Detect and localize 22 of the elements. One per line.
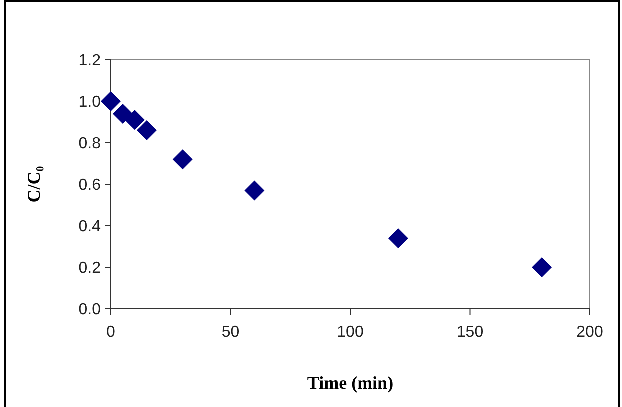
- point: [532, 258, 552, 278]
- point: [112, 104, 133, 124]
- y-tick-label: 1.0: [78, 94, 102, 112]
- point: [124, 110, 145, 130]
- y-axis-title: C/C₀: [24, 166, 44, 203]
- y-tick-label: 0.8: [78, 136, 102, 153]
- x-axis-title: Time (min): [307, 373, 394, 393]
- point: [388, 228, 408, 248]
- x-tick-label: 150: [456, 324, 484, 341]
- y-tick-label: 0.2: [78, 260, 102, 278]
- y-tick-label: 1.2: [78, 52, 102, 70]
- point: [172, 150, 193, 170]
- y-tick-label: 0.0: [78, 302, 102, 319]
- x-tick-label: 0: [106, 324, 116, 341]
- x-tick-label: 50: [222, 324, 240, 341]
- point: [101, 92, 121, 112]
- point: [136, 120, 157, 141]
- y-tick-label: 0.4: [78, 218, 102, 236]
- y-tick-label: 0.6: [78, 177, 102, 194]
- x-tick-label: 100: [337, 324, 364, 341]
- x-tick-label: 200: [576, 324, 604, 341]
- point: [244, 180, 265, 201]
